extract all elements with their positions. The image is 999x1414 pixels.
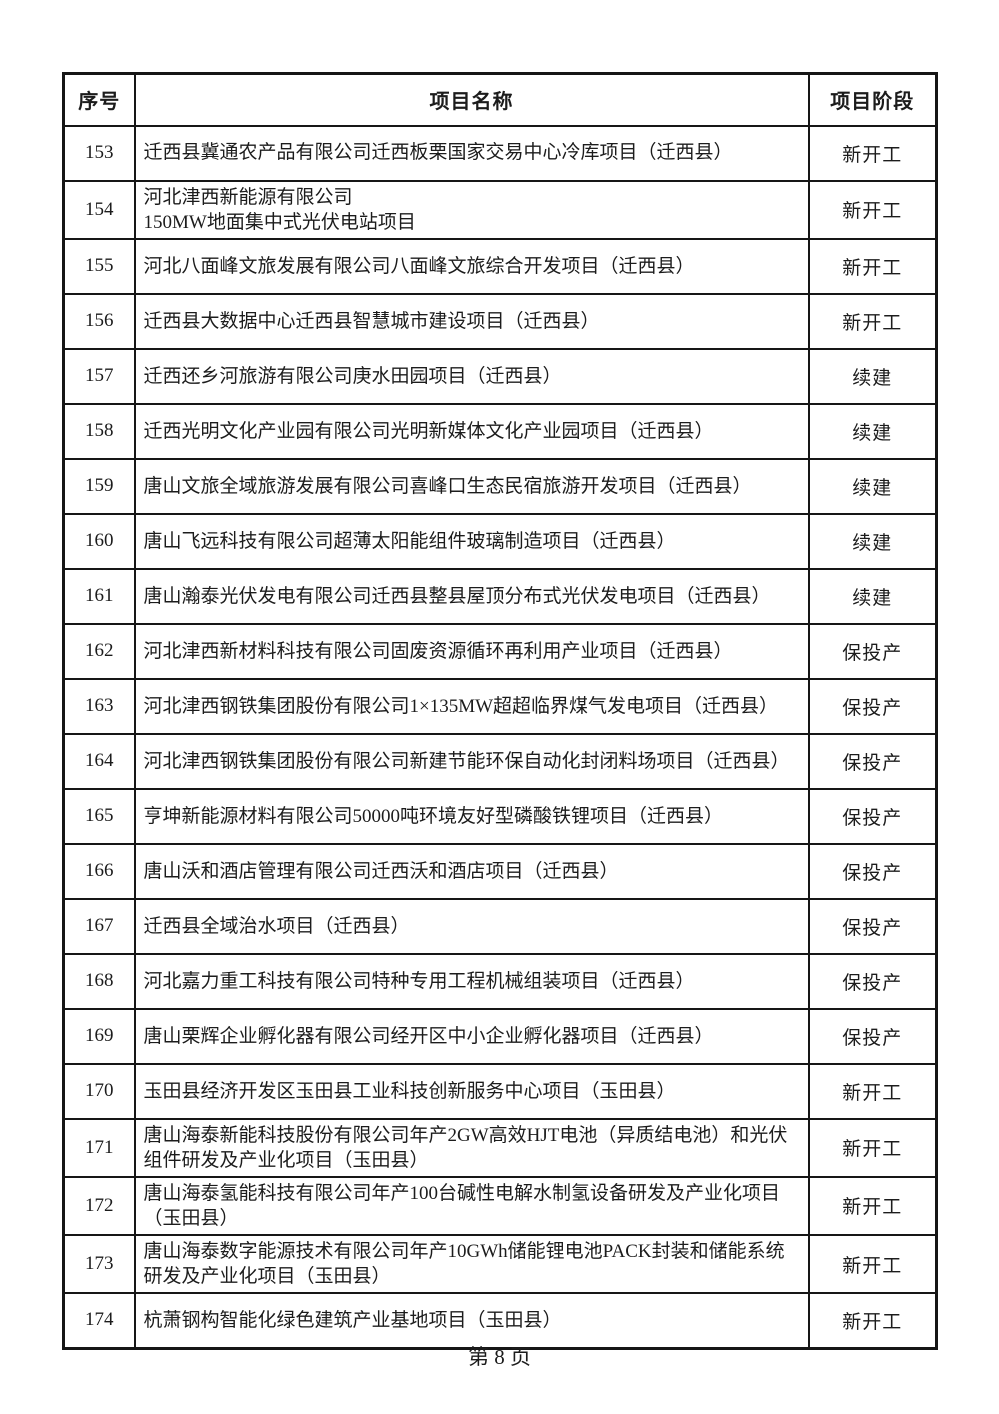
table-row: 167 迁西县全域治水项目（迁西县） 保投产 (62, 897, 938, 955)
row-serial-number: 156 (62, 292, 136, 350)
row-project-name: 河北嘉力重工科技有限公司特种专用工程机械组装项目（迁西县） (133, 952, 810, 1010)
row-project-stage: 续建 (807, 347, 938, 405)
row-serial-number: 166 (62, 842, 136, 900)
row-serial-number: 161 (62, 567, 136, 625)
row-project-name: 迁西县全域治水项目（迁西县） (133, 897, 810, 955)
row-serial-number: 167 (62, 897, 136, 955)
table-row: 168 河北嘉力重工科技有限公司特种专用工程机械组装项目（迁西县） 保投产 (62, 952, 938, 1010)
row-project-stage: 保投产 (807, 952, 938, 1010)
table-row: 153 迁西县冀通农产品有限公司迁西板栗国家交易中心冷库项目（迁西县） 新开工 (62, 124, 938, 182)
table-row: 163 河北津西钢铁集团股份有限公司1×135MW超超临界煤气发电项目（迁西县）… (62, 677, 938, 735)
row-project-stage: 新开工 (807, 1175, 938, 1236)
row-serial-number: 160 (62, 512, 136, 570)
row-serial-number: 158 (62, 402, 136, 460)
table-row: 158 迁西光明文化产业园有限公司光明新媒体文化产业园项目（迁西县） 续建 (62, 402, 938, 460)
row-project-name: 唐山瀚泰光伏发电有限公司迁西县整县屋顶分布式光伏发电项目（迁西县） (133, 567, 810, 625)
table-row: 156 迁西县大数据中心迁西县智慧城市建设项目（迁西县） 新开工 (62, 292, 938, 350)
row-project-name: 河北津西新材料科技有限公司固废资源循环再利用产业项目（迁西县） (133, 622, 810, 680)
row-project-name: 河北八面峰文旅发展有限公司八面峰文旅综合开发项目（迁西县） (133, 237, 810, 295)
row-project-stage: 新开工 (807, 237, 938, 295)
row-project-name: 杭萧钢构智能化绿色建筑产业基地项目（玉田县） (133, 1292, 810, 1350)
table-row: 155 河北八面峰文旅发展有限公司八面峰文旅综合开发项目（迁西县） 新开工 (62, 237, 938, 295)
row-project-stage: 新开工 (807, 1062, 938, 1120)
row-serial-number: 164 (62, 732, 136, 790)
column-header-project-name: 项目名称 (133, 72, 810, 127)
row-project-stage: 续建 (807, 567, 938, 625)
row-project-stage: 新开工 (807, 292, 938, 350)
row-project-stage: 保投产 (807, 732, 938, 790)
row-project-stage: 新开工 (807, 1117, 938, 1178)
table-row: 159 唐山文旅全域旅游发展有限公司喜峰口生态民宿旅游开发项目（迁西县） 续建 (62, 457, 938, 515)
table-row: 173 唐山海泰数字能源技术有限公司年产10GWh储能锂电池PACK封装和储能系… (62, 1233, 938, 1295)
row-project-name: 迁西光明文化产业园有限公司光明新媒体文化产业园项目（迁西县） (133, 402, 810, 460)
table-row: 169 唐山栗辉企业孵化器有限公司经开区中小企业孵化器项目（迁西县） 保投产 (62, 1007, 938, 1065)
table-row: 161 唐山瀚泰光伏发电有限公司迁西县整县屋顶分布式光伏发电项目（迁西县） 续建 (62, 567, 938, 625)
table-row: 171 唐山海泰新能科技股份有限公司年产2GW高效HJT电池（异质结电池）和光伏… (62, 1117, 938, 1178)
table-row: 172 唐山海泰氢能科技有限公司年产100台碱性电解水制氢设备研发及产业化项目（… (62, 1175, 938, 1236)
row-serial-number: 168 (62, 952, 136, 1010)
row-serial-number: 169 (62, 1007, 136, 1065)
row-project-name: 迁西县大数据中心迁西县智慧城市建设项目（迁西县） (133, 292, 810, 350)
table-row: 174 杭萧钢构智能化绿色建筑产业基地项目（玉田县） 新开工 (62, 1292, 938, 1350)
row-project-stage: 保投产 (807, 842, 938, 900)
row-serial-number: 170 (62, 1062, 136, 1120)
row-project-name: 玉田县经济开发区玉田县工业科技创新服务中心项目（玉田县） (133, 1062, 810, 1120)
row-project-name: 唐山文旅全域旅游发展有限公司喜峰口生态民宿旅游开发项目（迁西县） (133, 457, 810, 515)
row-project-name: 唐山海泰数字能源技术有限公司年产10GWh储能锂电池PACK封装和储能系统研发及… (133, 1233, 810, 1295)
row-project-stage: 保投产 (807, 897, 938, 955)
row-serial-number: 157 (62, 347, 136, 405)
row-project-name: 唐山栗辉企业孵化器有限公司经开区中小企业孵化器项目（迁西县） (133, 1007, 810, 1065)
table-row: 160 唐山飞远科技有限公司超薄太阳能组件玻璃制造项目（迁西县） 续建 (62, 512, 938, 570)
row-serial-number: 173 (62, 1233, 136, 1295)
row-serial-number: 159 (62, 457, 136, 515)
row-serial-number: 162 (62, 622, 136, 680)
row-serial-number: 155 (62, 237, 136, 295)
page-number: 第 8 页 (468, 1345, 531, 1369)
row-serial-number: 153 (62, 124, 136, 182)
row-project-name: 唐山海泰新能科技股份有限公司年产2GW高效HJT电池（异质结电池）和光伏组件研发… (133, 1117, 810, 1178)
row-project-name: 迁西还乡河旅游有限公司庚水田园项目（迁西县） (133, 347, 810, 405)
row-project-name: 唐山飞远科技有限公司超薄太阳能组件玻璃制造项目（迁西县） (133, 512, 810, 570)
row-project-stage: 续建 (807, 457, 938, 515)
row-project-name: 亨坤新能源材料有限公司50000吨环境友好型磷酸铁锂项目（迁西县） (133, 787, 810, 845)
row-project-stage: 保投产 (807, 622, 938, 680)
row-project-name: 唐山海泰氢能科技有限公司年产100台碱性电解水制氢设备研发及产业化项目（玉田县） (133, 1175, 810, 1236)
row-serial-number: 163 (62, 677, 136, 735)
row-project-stage: 新开工 (807, 1292, 938, 1350)
row-project-stage: 续建 (807, 512, 938, 570)
table-row: 157 迁西还乡河旅游有限公司庚水田园项目（迁西县） 续建 (62, 347, 938, 405)
table-row: 154 河北津西新能源有限公司 150MW地面集中式光伏电站项目 新开工 (62, 179, 938, 240)
table-row: 165 亨坤新能源材料有限公司50000吨环境友好型磷酸铁锂项目（迁西县） 保投… (62, 787, 938, 845)
row-project-stage: 保投产 (807, 1007, 938, 1065)
table-row: 170 玉田县经济开发区玉田县工业科技创新服务中心项目（玉田县） 新开工 (62, 1062, 938, 1120)
row-project-name: 河北津西钢铁集团股份有限公司1×135MW超超临界煤气发电项目（迁西县） (133, 677, 810, 735)
row-project-stage: 续建 (807, 402, 938, 460)
row-serial-number: 154 (62, 179, 136, 240)
header-row: 序号 项目名称 项目阶段 (62, 72, 938, 127)
row-serial-number: 165 (62, 787, 136, 845)
row-project-name: 唐山沃和酒店管理有限公司迁西沃和酒店项目（迁西县） (133, 842, 810, 900)
row-serial-number: 174 (62, 1292, 136, 1350)
projects-table: 序号 项目名称 项目阶段 153 迁西县冀通农产品有限公司迁西板栗国家交易中心冷… (62, 72, 938, 1350)
row-project-stage: 保投产 (807, 677, 938, 735)
row-project-stage: 新开工 (807, 124, 938, 182)
row-project-name: 河北津西钢铁集团股份有限公司新建节能环保自动化封闭料场项目（迁西县） (133, 732, 810, 790)
row-project-stage: 新开工 (807, 1233, 938, 1295)
column-header-serial-number: 序号 (62, 72, 136, 127)
row-serial-number: 171 (62, 1117, 136, 1178)
column-header-project-stage: 项目阶段 (807, 72, 938, 127)
row-project-stage: 新开工 (807, 179, 938, 240)
table-row: 164 河北津西钢铁集团股份有限公司新建节能环保自动化封闭料场项目（迁西县） 保… (62, 732, 938, 790)
table-row: 166 唐山沃和酒店管理有限公司迁西沃和酒店项目（迁西县） 保投产 (62, 842, 938, 900)
row-project-name: 迁西县冀通农产品有限公司迁西板栗国家交易中心冷库项目（迁西县） (133, 124, 810, 182)
row-project-name: 河北津西新能源有限公司 150MW地面集中式光伏电站项目 (133, 179, 810, 240)
table-row: 162 河北津西新材料科技有限公司固废资源循环再利用产业项目（迁西县） 保投产 (62, 622, 938, 680)
row-serial-number: 172 (62, 1175, 136, 1236)
row-project-stage: 保投产 (807, 787, 938, 845)
